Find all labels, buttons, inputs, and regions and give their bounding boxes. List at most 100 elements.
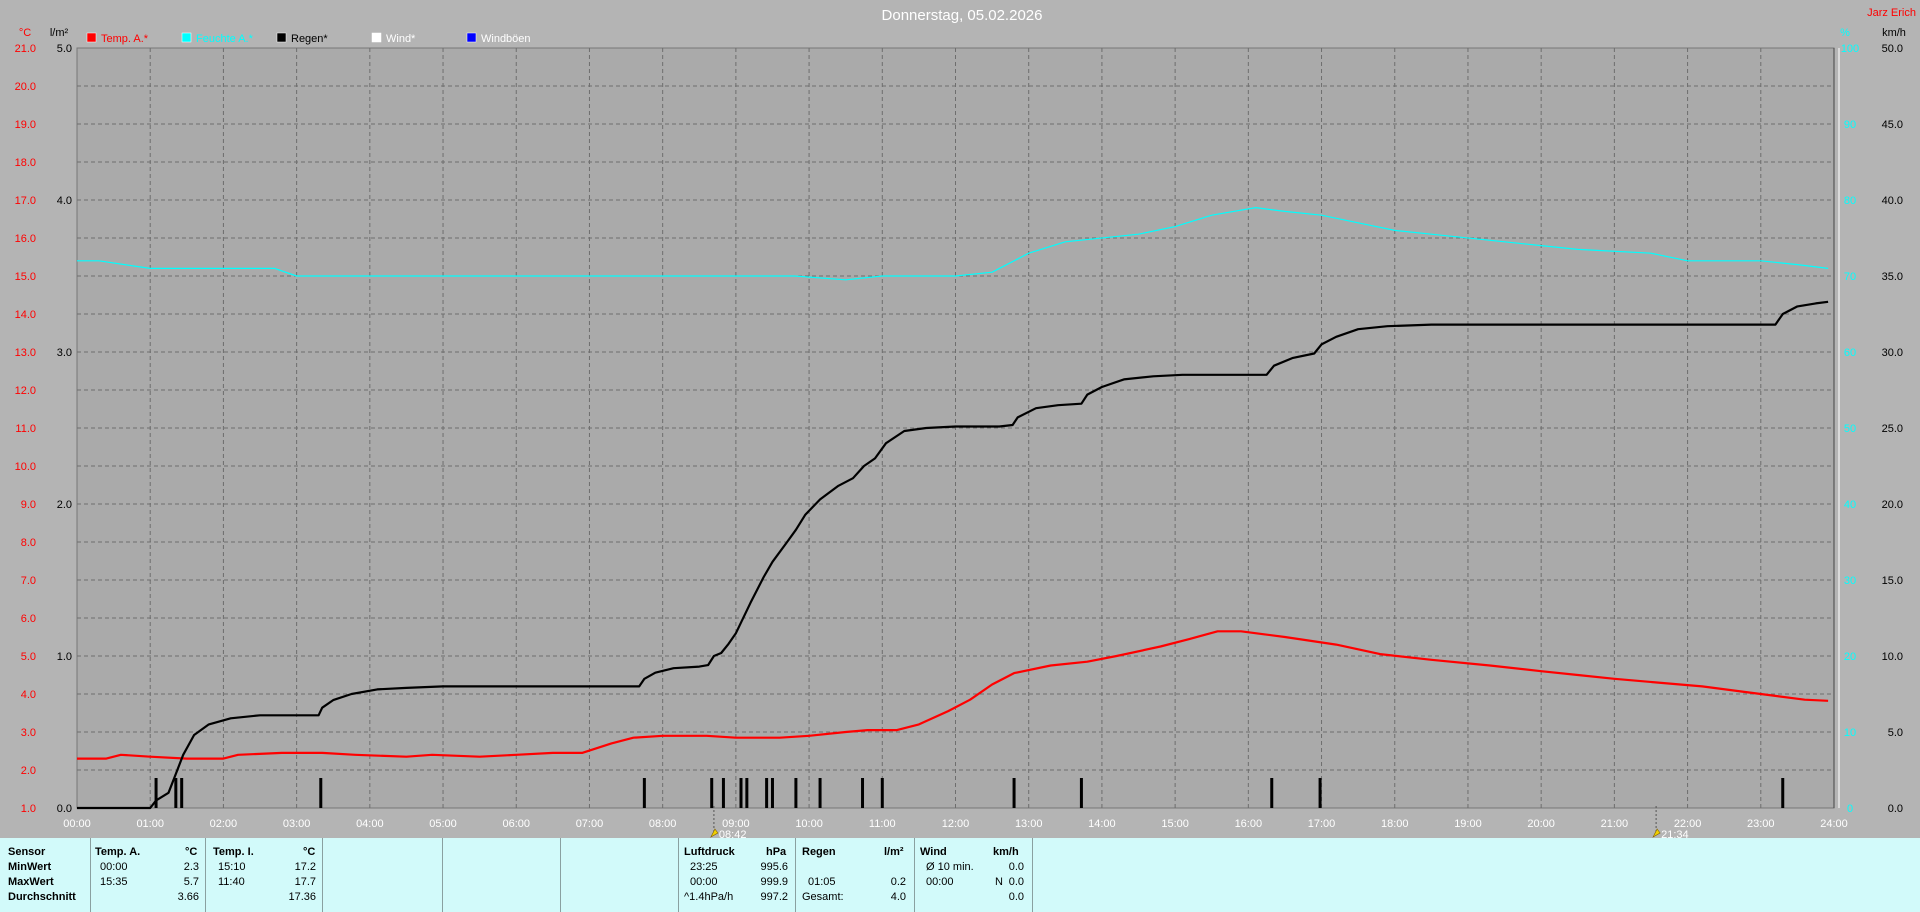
- wind-tick-label: 40.0: [1882, 195, 1903, 207]
- stats-rain-unit: l/m²: [884, 846, 904, 858]
- stats-wind-max-dir: N: [995, 876, 1003, 888]
- series-line-rain: [77, 300, 1829, 810]
- series-line-temp: [77, 630, 1829, 760]
- x-tick-label: 02:00: [210, 818, 238, 830]
- temp-tick-label: 16.0: [15, 233, 36, 245]
- wind-axis-unit: km/h: [1882, 27, 1906, 39]
- wind-tick-label: 45.0: [1882, 119, 1903, 131]
- chart-title: Donnerstag, 05.02.2026: [882, 7, 1043, 24]
- legend-label-temp: Temp. A.*: [101, 33, 149, 45]
- stats-rain-max-time: 01:05: [808, 876, 836, 888]
- column-separator: [560, 838, 561, 912]
- wind-tick-label: 20.0: [1882, 499, 1903, 511]
- rain-tick-label: 5.0: [57, 43, 72, 55]
- x-tick-label: 19:00: [1454, 818, 1482, 830]
- humidity-tick-label: 90: [1844, 119, 1856, 131]
- humidity-tick-label: 70: [1844, 271, 1856, 283]
- x-tick-label: 00:00: [63, 818, 91, 830]
- rain-axis-unit: l/m²: [50, 27, 69, 39]
- rain-tick-label: 3.0: [57, 347, 72, 359]
- column-separator: [914, 838, 915, 912]
- stats-tempi-max-val: 17.7: [294, 876, 316, 888]
- statistics-panel: Sensor MinWert MaxWert Durchschnitt Temp…: [0, 838, 1920, 912]
- legend-label-humidity: Feuchte A.*: [196, 33, 254, 45]
- stats-wind-unit: km/h: [993, 846, 1019, 858]
- stats-tempi-min-val: 17.2: [294, 861, 316, 873]
- x-tick-label: 13:00: [1015, 818, 1043, 830]
- legend-item-humidity[interactable]: Feuchte A.*: [181, 32, 254, 45]
- wind-tick-label: 0.0: [1888, 803, 1903, 815]
- grid-lines: [77, 48, 1834, 808]
- temp-tick-label: 10.0: [15, 461, 36, 473]
- legend-swatch-rain: [276, 32, 287, 43]
- x-tick-label: 24:00: [1820, 818, 1848, 830]
- x-tick-label: 08:00: [649, 818, 677, 830]
- legend-item-wind[interactable]: Wind*: [371, 32, 416, 45]
- stats-wind-max-time: 00:00: [926, 876, 954, 888]
- station-name: Jarz Erich: [1867, 7, 1916, 19]
- x-tick-label: 17:00: [1308, 818, 1336, 830]
- wind-tick-label: 10.0: [1882, 651, 1903, 663]
- stats-rain-total: 4.0: [890, 891, 906, 903]
- stats-tempa-max-time: 15:35: [100, 876, 128, 888]
- x-tick-label: 15:00: [1161, 818, 1189, 830]
- temp-tick-label: 14.0: [15, 309, 36, 321]
- stats-pressure-min-val: 995.6: [760, 861, 788, 873]
- temp-tick-label: 7.0: [21, 575, 36, 587]
- legend-item-rain[interactable]: Regen*: [276, 32, 328, 45]
- stats-tempa-min-val: 2.3: [183, 861, 199, 873]
- x-tick-label: 18:00: [1381, 818, 1409, 830]
- stats-pressure-max-time: 00:00: [690, 876, 718, 888]
- temp-tick-label: 20.0: [15, 81, 36, 93]
- x-tick-label: 07:00: [576, 818, 604, 830]
- temp-tick-label: 3.0: [21, 727, 36, 739]
- stats-wind-avg: 0.0: [1008, 891, 1024, 903]
- stats-tempi-avg: 17.36: [288, 891, 316, 903]
- stats-sensor-header: Sensor: [8, 846, 46, 858]
- stats-tempi-unit: °C: [303, 846, 316, 858]
- humidity-tick-label: 50: [1844, 423, 1856, 435]
- legend-label-wind: Wind*: [386, 33, 416, 45]
- stats-wind-max-val: 0.0: [1008, 876, 1024, 888]
- temp-tick-label: 17.0: [15, 195, 36, 207]
- sun-markers: 08:42 21:34: [710, 806, 1689, 838]
- stats-row-label-avg: Durchschnitt: [8, 891, 76, 903]
- x-tick-label: 12:00: [942, 818, 970, 830]
- legend-item-gusts[interactable]: Windböen: [466, 32, 531, 45]
- stats-tempa-unit: °C: [185, 846, 198, 858]
- stats-row-label-min: MinWert: [8, 861, 52, 873]
- x-tick-label: 01:00: [136, 818, 164, 830]
- humidity-tick-label: 40: [1844, 499, 1856, 511]
- temp-tick-label: 21.0: [15, 43, 36, 55]
- legend: Temp. A.* Feuchte A.* Regen* Wind* Windb…: [86, 32, 531, 45]
- wind-tick-label: 15.0: [1882, 575, 1903, 587]
- series-layer: [77, 207, 1829, 810]
- x-tick-label: 21:00: [1601, 818, 1629, 830]
- x-tick-label: 20:00: [1527, 818, 1555, 830]
- stats-tempi-min-time: 15:10: [218, 861, 246, 873]
- wind-tick-label: 35.0: [1882, 271, 1903, 283]
- temp-axis-unit: °C: [19, 27, 31, 39]
- column-separator: [322, 838, 323, 912]
- axis-ticks: 00:00 01:00 02:00 03:00 04:00 05:00 06:00 07:00…: [15, 43, 1903, 830]
- legend-swatch-temp: [86, 32, 97, 43]
- rain-tick-label: 0.0: [57, 803, 72, 815]
- temp-tick-label: 5.0: [21, 651, 36, 663]
- humidity-tick-label: 100: [1841, 43, 1859, 55]
- x-tick-label: 06:00: [502, 818, 530, 830]
- legend-swatch-gusts: [466, 32, 477, 43]
- stats-pressure-header: Luftdruck: [684, 846, 735, 858]
- series-line-hum: [77, 207, 1829, 281]
- stats-tempa-avg: 3.66: [177, 891, 199, 903]
- legend-label-gusts: Windböen: [481, 33, 531, 45]
- wind-tick-label: 25.0: [1882, 423, 1903, 435]
- stats-tempa-min-time: 00:00: [100, 861, 128, 873]
- temp-tick-label: 1.0: [21, 803, 36, 815]
- legend-swatch-humidity: [181, 32, 192, 43]
- stats-row-label-max: MaxWert: [8, 876, 54, 888]
- temp-tick-label: 15.0: [15, 271, 36, 283]
- wind-tick-label: 30.0: [1882, 347, 1903, 359]
- legend-item-temp[interactable]: Temp. A.*: [86, 32, 149, 45]
- x-tick-label: 03:00: [283, 818, 311, 830]
- stats-wind-avg10-label: Ø 10 min.: [926, 861, 974, 873]
